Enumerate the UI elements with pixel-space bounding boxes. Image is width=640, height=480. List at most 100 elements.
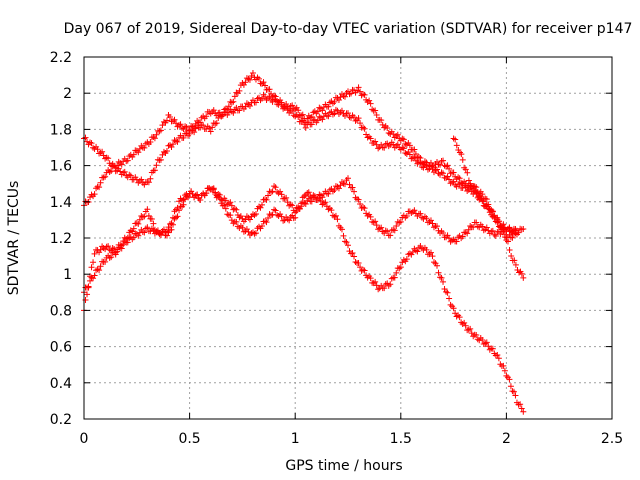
data-point	[456, 314, 463, 321]
data-point	[489, 208, 496, 215]
y-tick-label: 2.2	[50, 50, 72, 66]
data-point	[259, 95, 266, 102]
data-point	[197, 197, 204, 204]
data-point	[367, 135, 374, 142]
data-point	[450, 305, 457, 312]
data-point	[246, 102, 253, 109]
data-point	[518, 405, 525, 412]
data-point	[168, 220, 175, 227]
y-tick-label: 1.8	[50, 122, 72, 138]
data-point	[456, 181, 463, 188]
data-point	[480, 198, 487, 205]
data-point	[90, 259, 97, 266]
data-point	[100, 152, 107, 159]
data-point	[361, 267, 368, 274]
data-point	[174, 213, 181, 220]
data-point	[163, 148, 170, 155]
data-point	[417, 159, 424, 166]
data-point	[141, 213, 148, 220]
data-point	[483, 196, 490, 203]
data-point	[283, 103, 290, 110]
data-point	[87, 273, 94, 280]
data-point	[263, 219, 270, 226]
data-point	[200, 122, 207, 129]
data-point	[319, 116, 326, 123]
data-point	[373, 112, 380, 119]
data-point	[84, 291, 91, 298]
data-point	[423, 246, 430, 253]
data-point	[403, 256, 410, 263]
data-point	[390, 131, 397, 138]
data-point	[91, 250, 98, 257]
data-point	[341, 93, 348, 100]
data-point	[227, 199, 234, 206]
data-point	[506, 224, 513, 231]
data-point	[512, 261, 519, 268]
data-point	[494, 352, 501, 359]
data-point	[136, 216, 143, 223]
data-point	[486, 206, 493, 213]
data-point	[435, 269, 442, 276]
data-point	[102, 258, 109, 265]
data-point	[366, 97, 373, 104]
data-point	[228, 202, 235, 209]
data-point	[252, 210, 259, 217]
data-point	[233, 206, 240, 213]
data-point	[212, 191, 219, 198]
data-point	[495, 355, 502, 362]
data-point	[210, 186, 217, 193]
data-point	[302, 124, 309, 131]
data-point	[357, 88, 364, 95]
data-point	[225, 103, 232, 110]
data-point	[361, 125, 368, 132]
data-point	[97, 246, 104, 253]
data-point	[302, 200, 309, 207]
data-point	[94, 146, 101, 153]
data-point	[506, 246, 513, 253]
data-point	[429, 253, 436, 260]
data-point	[499, 224, 506, 231]
data-point	[148, 215, 155, 222]
data-point	[464, 169, 471, 176]
data-point	[479, 336, 486, 343]
data-point	[284, 199, 291, 206]
data-point	[266, 86, 273, 93]
data-point	[372, 278, 379, 285]
data-point	[520, 408, 527, 415]
data-point	[246, 76, 253, 83]
data-point	[236, 87, 243, 94]
data-point	[334, 216, 341, 223]
data-point	[141, 144, 148, 151]
data-point	[130, 225, 137, 232]
data-point	[331, 98, 338, 105]
data-point	[136, 145, 143, 152]
y-tick-label: 1.6	[50, 159, 72, 175]
data-point	[105, 243, 112, 250]
data-point	[355, 259, 362, 266]
data-point	[446, 176, 453, 183]
data-point	[325, 190, 332, 197]
data-point	[357, 201, 364, 208]
data-point	[417, 210, 424, 217]
y-tick-label: 2	[63, 86, 72, 102]
data-point	[465, 226, 472, 233]
data-point	[470, 183, 477, 190]
data-point	[507, 383, 514, 390]
data-point	[242, 79, 249, 86]
data-point	[130, 151, 137, 158]
data-point	[509, 234, 516, 241]
data-point	[228, 217, 235, 224]
data-point	[387, 281, 394, 288]
data-point	[159, 122, 166, 129]
data-point	[147, 175, 154, 182]
data-point	[367, 213, 374, 220]
data-point	[121, 168, 128, 175]
data-point	[183, 124, 190, 131]
data-point	[295, 107, 302, 114]
data-point	[446, 165, 453, 172]
data-point	[191, 129, 198, 136]
data-point	[412, 157, 419, 164]
data-point	[367, 275, 374, 282]
data-point	[429, 220, 436, 227]
data-point	[289, 108, 296, 115]
